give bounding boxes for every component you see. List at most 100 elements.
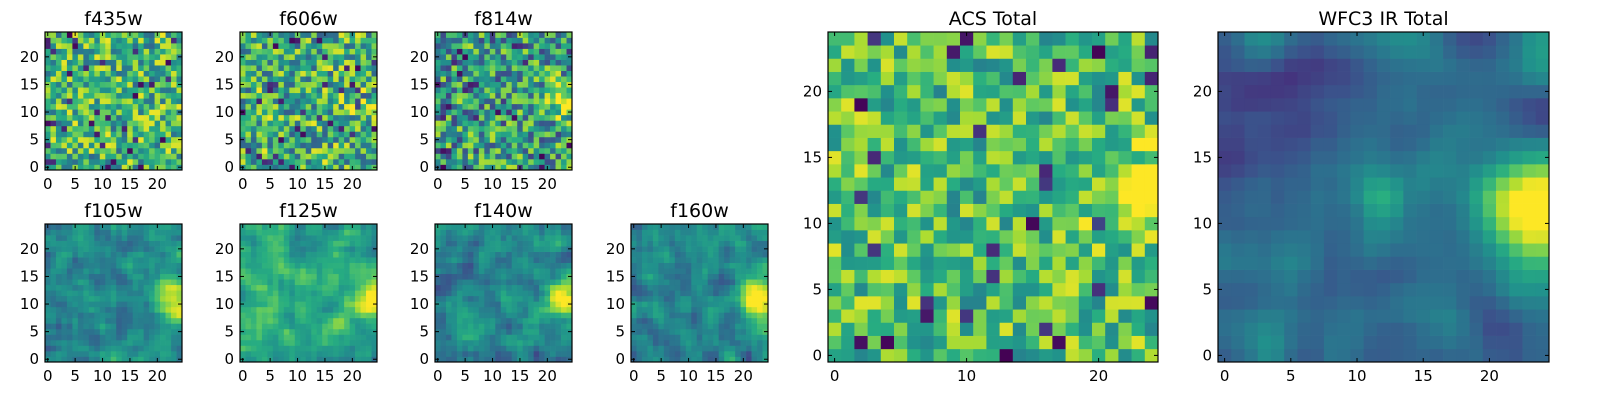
heatmap-cell [841,177,855,191]
heatmap-cell [94,246,101,252]
heatmap-cell [528,70,534,77]
heatmap-cell [138,109,144,116]
heatmap-cell [641,251,648,258]
heatmap-cell [729,262,736,269]
heatmap-cell [143,81,150,88]
heatmap-cell [1052,164,1066,178]
heatmap-cell [440,345,447,352]
heatmap-cell [349,257,356,263]
heatmap-cell [539,98,545,105]
heatmap-cell [451,257,458,263]
heatmap-cell [176,229,183,236]
heatmap-cell [1078,335,1093,350]
heatmap-cell [663,334,670,341]
heatmap-cell [1131,348,1146,363]
heatmap-cell [160,65,166,71]
heatmap-cell [544,284,551,291]
heatmap-cell [1118,190,1132,204]
heatmap-cell [311,323,318,330]
heatmap-cell [456,356,463,363]
heatmap-cell [702,301,709,308]
heatmap-cell [1065,322,1080,336]
heatmap-cell [641,246,648,252]
heatmap-cell [894,177,908,191]
heatmap-cell [105,350,112,357]
heatmap-cell [880,269,895,284]
heatmap-cell [121,43,128,49]
heatmap-cell [484,345,491,352]
heatmap-cell [278,136,285,143]
heatmap-cell [99,345,106,352]
heatmap-cell [160,131,166,138]
heatmap-cell [999,216,1014,231]
heatmap-cell [746,345,752,352]
heatmap-cell [88,240,95,247]
heatmap-cell [127,142,134,149]
heatmap-cell [445,334,452,341]
heatmap-cell [522,70,529,77]
heatmap-cell [283,279,290,286]
heatmap-cell [327,240,334,247]
heatmap-cell [256,114,263,121]
heatmap-cell [94,48,101,55]
heatmap-cell [506,142,513,149]
heatmap-cell [165,273,172,280]
panel-title: f140w [474,200,533,222]
heatmap-cell [740,334,747,341]
heatmap-cell [544,76,551,83]
heatmap-cell [495,131,502,138]
heatmap-cell [467,65,474,71]
heatmap-cell [724,356,730,363]
heatmap-cell [289,92,296,99]
y-tick-label: 0 [29,158,39,176]
heatmap-cell [1105,203,1119,218]
heatmap-cell [528,87,534,94]
heatmap-cell [1052,216,1066,231]
heatmap-cell [1012,322,1027,336]
heatmap-cell [724,328,730,335]
heatmap-cell [272,32,279,38]
heatmap-cell [305,76,312,83]
heatmap-cell [445,43,452,49]
heatmap-cell [707,268,714,275]
heatmap-cell [462,312,469,319]
heatmap-cell [283,246,290,252]
heatmap-cell [66,312,73,319]
y-tick-label: 5 [224,131,234,149]
heatmap-cell [138,257,144,263]
heatmap-cell [500,251,507,258]
heatmap-cell [484,224,491,230]
heatmap-cell [478,120,485,127]
heatmap-cell [72,43,79,49]
heatmap-cell [544,98,551,105]
heatmap-cell [511,48,518,55]
heatmap-cell [445,37,452,44]
heatmap-cell [272,306,279,313]
heatmap-cell [880,177,895,191]
heatmap-cell [456,273,463,280]
heatmap-cell [440,92,447,99]
heatmap-cell [171,98,177,105]
heatmap-cell [66,87,73,94]
heatmap-cell [1052,335,1066,350]
heatmap-cell [867,230,882,244]
heatmap-cell [116,334,123,341]
heatmap-cell [555,54,562,60]
heatmap-cell [920,150,934,165]
heatmap-cell [517,158,524,165]
heatmap-cell [171,37,177,44]
heatmap-cell [250,240,257,247]
heatmap-cell [946,269,961,284]
heatmap-cell [555,32,562,38]
heatmap-cell [138,158,144,165]
heatmap-cell [66,350,73,357]
heatmap-cell [278,328,285,335]
heatmap-cell [66,345,73,352]
heatmap-cell [445,224,452,230]
heatmap-cell [550,59,556,66]
heatmap-cell [171,312,177,319]
heatmap-cell [305,59,312,66]
heatmap-cell [445,284,452,291]
heatmap-cell [300,54,307,60]
heatmap-cell [1105,216,1119,231]
